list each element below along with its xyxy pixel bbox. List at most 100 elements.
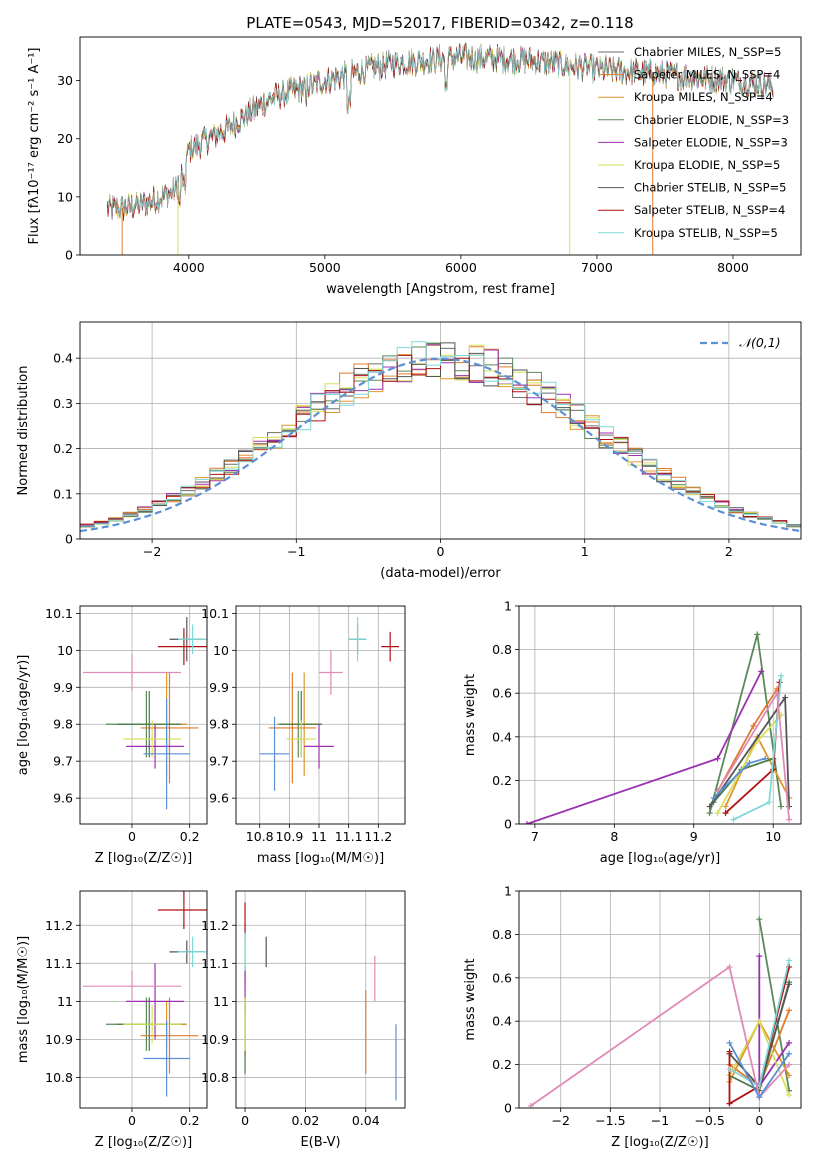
x-tick-label: 10.9	[275, 829, 303, 844]
axes-frame	[235, 605, 406, 825]
weight-marker	[782, 694, 789, 701]
weight-marker	[786, 1050, 793, 1057]
plot-area-weight_vs_age	[523, 631, 793, 824]
weight-marker	[714, 810, 721, 817]
y-tick-label: 0.3	[53, 396, 73, 411]
y-tick-label: 1	[504, 884, 512, 899]
x-axis-label: E(B-V)	[300, 1135, 340, 1150]
y-tick-label: 0.2	[492, 1057, 512, 1072]
y-axis-label: Normed distribution	[16, 366, 31, 496]
weight-marker	[726, 963, 733, 970]
y-tick-label: 0	[504, 817, 512, 832]
weight-marker	[726, 1039, 733, 1046]
y-tick-label: 0.2	[53, 441, 73, 456]
y-tick-label: 9.6	[53, 791, 73, 806]
weight-marker	[786, 1091, 793, 1098]
axes-frame	[79, 321, 802, 540]
axes-residuals: −2 −1 0 1 2 0 0.1 0.2 0.3 0.4 (data-model)/error No…	[16, 321, 802, 581]
legend-label: Kroupa ELODIE, N_SSP=5	[634, 158, 780, 172]
x-tick-label: 8000	[717, 260, 749, 275]
axes-mass_vs_Z: 0 0.2 10.8 10.9 11 11.1 11.2 Z [log₁₀(Z/Z☉)] mas…	[16, 890, 208, 1150]
weight-marker	[786, 1072, 793, 1079]
weight-marker	[786, 1007, 793, 1014]
weight-marker	[786, 1061, 793, 1068]
x-tick-label: 0	[128, 829, 136, 844]
x-tick-label: 5000	[309, 260, 341, 275]
x-tick-label: −0.5	[694, 1113, 724, 1128]
x-tick-label: 0.2	[180, 1113, 200, 1128]
legend-label: Chabrier ELODIE, N_SSP=3	[634, 113, 789, 127]
y-tick-label: 20	[57, 131, 73, 146]
y-tick-label: 0.1	[53, 486, 73, 501]
x-tick-label: 4000	[173, 260, 205, 275]
x-tick-label: 7000	[581, 260, 613, 275]
y-tick-label: 10.1	[201, 606, 229, 621]
legend-label: Kroupa STELIB, N_SSP=5	[634, 226, 778, 240]
weight-marker	[706, 810, 713, 817]
y-tick-label: 10.9	[201, 1032, 229, 1047]
legend-label: Kroupa MILES, N_SSP=4	[634, 90, 773, 104]
y-tick-label: 0.2	[492, 773, 512, 788]
x-tick-label: −1.5	[595, 1113, 625, 1128]
x-tick-label: 0	[241, 1113, 249, 1128]
plot-area-mass_vs_ebv	[244, 902, 397, 1101]
x-tick-label: 2	[725, 544, 733, 559]
x-axis-label: Z [log₁₀(Z/Z☉)]	[95, 851, 192, 866]
weight-marker	[756, 916, 763, 923]
x-tick-label: 9	[690, 829, 698, 844]
normal-curve	[80, 357, 801, 533]
weight-marker	[746, 759, 753, 766]
legend-label: Salpeter STELIB, N_SSP=4	[634, 203, 785, 217]
axes-frame	[79, 605, 208, 825]
axes-spectrum: 4000 5000 6000 7000 8000 0 10 20 30 wavelength [A…	[27, 36, 802, 297]
axes-age_vs_mass: 10.8 10.9 11 11.1 11.2 9.6 9.7 9.8 9.9 10 10.1 mass…	[201, 605, 406, 866]
y-tick-label: 10	[57, 189, 73, 204]
y-tick-label: 0.6	[492, 970, 512, 985]
y-tick-label: 9.9	[53, 680, 73, 695]
weight-marker	[786, 981, 793, 988]
x-tick-label: 11.1	[335, 829, 363, 844]
weight-marker	[756, 1018, 763, 1025]
weight-marker	[706, 803, 713, 810]
x-axis-label: Z [log₁₀(Z/Z☉)]	[95, 1135, 192, 1150]
weight-marker	[778, 803, 785, 810]
x-tick-label: 0	[437, 544, 445, 559]
y-tick-label: 0.8	[492, 642, 512, 657]
x-tick-label: 0	[128, 1113, 136, 1128]
y-tick-label: 9.9	[209, 680, 229, 695]
x-tick-label: −1	[287, 544, 305, 559]
x-tick-label: 0.02	[291, 1113, 319, 1128]
plot-area-age_vs_Z	[82, 617, 207, 810]
y-axis-label: age [log₁₀(age/yr)]	[16, 655, 31, 776]
legend-label: Salpeter ELODIE, N_SSP=3	[634, 135, 788, 149]
plot-area-mass_vs_Z	[82, 891, 207, 1097]
x-tick-label: 8	[610, 829, 618, 844]
y-tick-label: 9.6	[209, 791, 229, 806]
y-tick-label: 10.9	[45, 1032, 73, 1047]
y-tick-label: 11.2	[201, 918, 229, 933]
weight-marker	[523, 821, 530, 824]
weight-marker	[786, 816, 793, 823]
y-tick-label: 0.4	[492, 1014, 512, 1029]
plot-area-residuals	[80, 341, 801, 533]
y-tick-label: 11.1	[201, 956, 229, 971]
x-tick-label: 7	[531, 829, 539, 844]
axes-frame	[235, 890, 406, 1109]
weight-marker	[786, 1039, 793, 1046]
weight-marker	[774, 690, 781, 697]
x-tick-label: 11	[311, 829, 327, 844]
x-axis-label: (data-model)/error	[380, 566, 501, 581]
axes-frame	[518, 890, 802, 1109]
y-tick-label: 11.2	[45, 918, 73, 933]
x-axis-label: age [log₁₀(age/yr)]	[600, 851, 721, 866]
axes-frame	[79, 36, 802, 256]
x-tick-label: 10	[765, 829, 781, 844]
weight-marker	[710, 794, 717, 801]
y-tick-label: 9.7	[53, 754, 73, 769]
spectrum-line	[107, 43, 774, 220]
weight-marker	[758, 668, 765, 675]
y-axis-label: mass [log₁₀(M/M☉)]	[16, 936, 31, 1063]
x-tick-label: 0.04	[352, 1113, 380, 1128]
x-tick-label: −2	[143, 544, 161, 559]
